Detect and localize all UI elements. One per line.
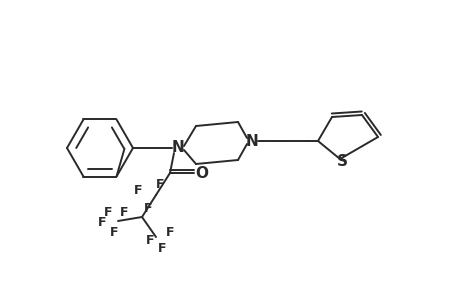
Text: O: O	[195, 166, 208, 181]
Text: F: F	[104, 206, 112, 220]
Text: F: F	[165, 226, 174, 239]
Text: F: F	[146, 235, 154, 248]
Text: F: F	[110, 226, 118, 239]
Text: F: F	[119, 206, 128, 220]
Text: S: S	[336, 154, 347, 169]
Text: N: N	[171, 140, 184, 155]
Text: F: F	[157, 242, 166, 256]
Text: F: F	[98, 217, 106, 230]
Text: F: F	[156, 178, 164, 191]
Text: N: N	[245, 134, 258, 148]
Text: F: F	[143, 202, 152, 215]
Text: F: F	[134, 184, 142, 197]
